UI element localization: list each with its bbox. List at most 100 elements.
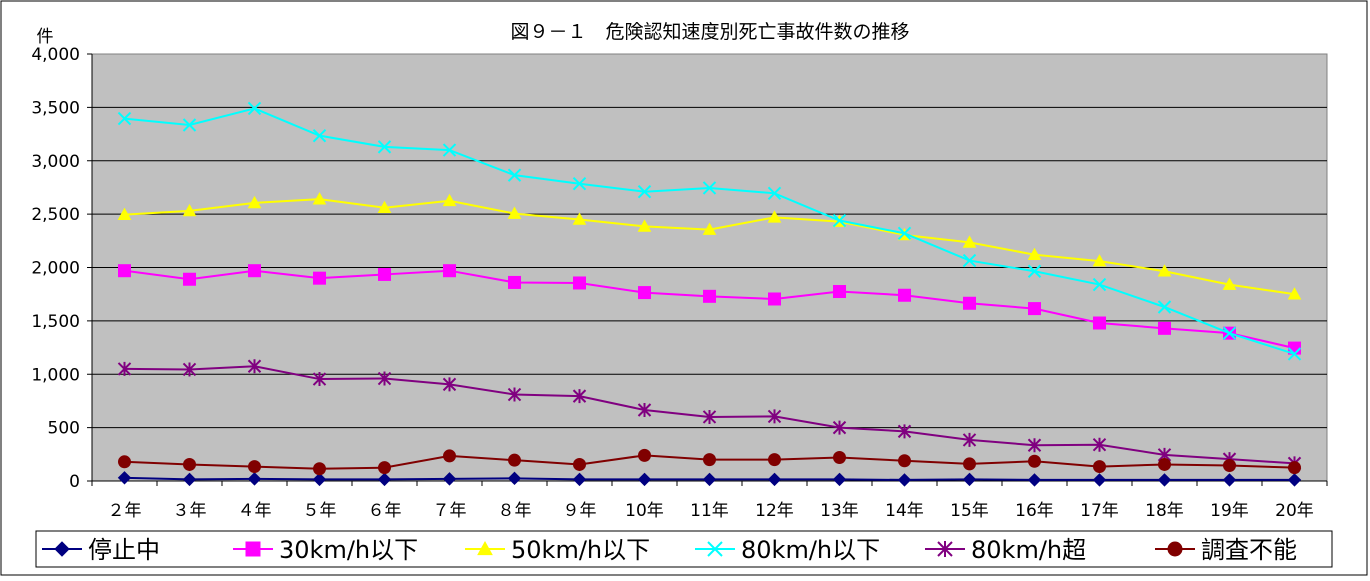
x-tick-label: 12年 [755,501,794,521]
data-point [313,462,326,476]
data-point [702,181,717,195]
data-point [1092,277,1107,292]
data-point [1222,326,1237,340]
data-point [962,432,977,447]
data-point [832,213,847,228]
data-point [898,288,911,302]
series-1 [117,471,1302,487]
x-tick-label: ６年 [368,501,402,521]
data-point [637,185,652,199]
data-point [377,200,392,214]
data-point [378,461,391,475]
legend-marker [477,540,493,556]
data-point [767,186,782,201]
data-point [313,271,326,285]
legend-marker [707,541,723,557]
data-point [1222,277,1237,290]
data-point [182,472,197,487]
data-point [767,210,782,223]
data-point [897,424,912,439]
data-point [702,472,717,487]
data-point [377,472,392,487]
legend-marker [245,541,261,557]
legend-label: 停止中 [88,536,160,564]
data-point [1028,302,1041,316]
y-tick-label: 4,000 [31,45,80,65]
data-point [1093,316,1106,330]
x-tick-label: 19年 [1210,501,1249,521]
y-tick-label: 0 [69,472,80,492]
data-point [1157,300,1172,314]
data-point [443,449,456,463]
y-tick-label: 500 [48,419,80,439]
data-point [507,471,522,486]
x-tick-label: ５年 [303,501,337,521]
data-point [117,207,132,220]
x-tick-label: 14年 [885,501,924,521]
data-point [572,212,587,225]
legend-marker [54,541,70,557]
y-tick-label: 1,000 [31,365,80,385]
legend-box [35,530,1333,568]
y-axis-unit-label: 件 [37,27,54,47]
x-tick-label: 17年 [1080,501,1119,521]
y-tick-label: 2,000 [31,259,80,279]
data-point [507,387,522,402]
data-point [637,472,652,487]
data-point [247,472,262,486]
data-point [183,457,196,471]
data-point [1157,264,1172,277]
y-tick-label: 2,500 [31,205,80,225]
data-point [377,140,392,154]
data-point [312,472,327,487]
data-point [833,451,846,465]
x-tick-label: 11年 [690,501,729,521]
data-point [1287,347,1302,361]
data-point [183,272,196,286]
data-point [963,457,976,471]
data-point [312,128,327,143]
data-point [1092,473,1107,487]
series-5 [117,359,1302,471]
data-point [442,193,457,207]
data-point [442,377,457,392]
data-point [377,371,392,386]
data-point [443,264,456,278]
legend: 停止中 30km/h以下 50km/h以下 80km/h以下 80km/h超 調査不能 [35,530,1333,568]
legend-label: 50km/h以下 [511,536,650,564]
data-point [767,472,782,487]
data-point [768,292,781,306]
data-point [963,296,976,310]
x-tick-label: ２年 [108,501,142,521]
data-point [117,361,132,376]
data-point [1222,473,1237,487]
data-point [312,192,327,205]
data-point [1287,287,1302,300]
data-point [1157,473,1172,487]
x-tick-label: 15年 [950,501,989,521]
data-point [832,420,847,435]
legend-label: 調査不能 [1201,536,1297,564]
data-point [897,473,912,487]
data-point [247,195,262,209]
data-point [507,168,522,182]
data-point [1158,457,1171,471]
x-tick-label: 20年 [1275,501,1314,521]
data-point [247,359,262,374]
data-point [118,455,131,469]
x-tick-label: 10年 [625,501,664,521]
data-point [897,226,912,241]
data-point [572,472,587,487]
data-point [832,472,847,487]
data-point [962,472,977,487]
plot-area: 0 500 1,000 1,500 2,000 2,500 3,000 3,500 4,000 ２… [31,45,1328,521]
data-point [442,143,457,157]
data-point [1287,473,1302,487]
y-tick-label: 3,500 [31,98,80,118]
data-point [182,362,197,377]
data-point [573,276,586,290]
data-point [182,203,197,217]
data-point [768,453,781,467]
data-point [572,389,587,404]
